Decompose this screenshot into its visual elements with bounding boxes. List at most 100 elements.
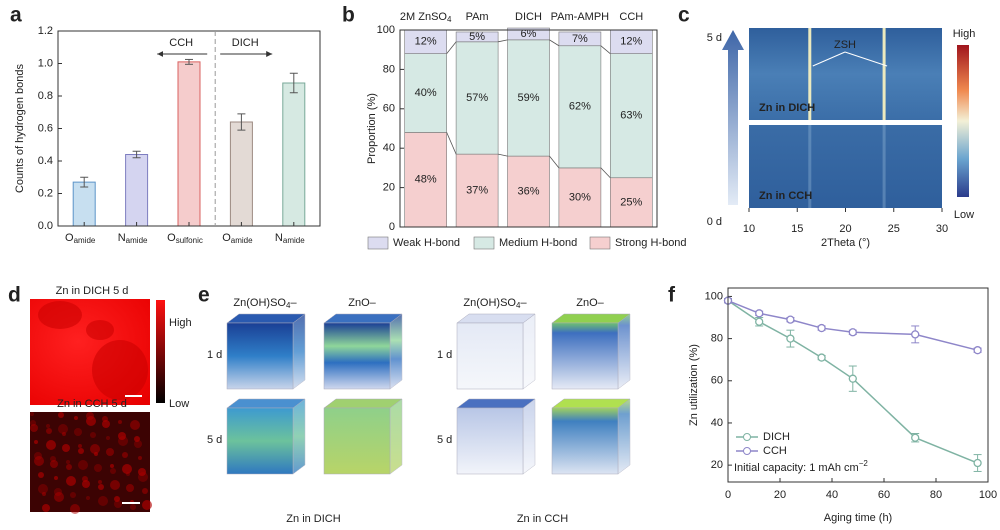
texture	[130, 420, 140, 430]
text-part: O	[65, 232, 74, 244]
column-label: Zn(OH)SO4–	[463, 297, 527, 310]
cube-top	[323, 313, 403, 324]
x-tick-label: 15	[791, 223, 803, 235]
cube-front	[551, 407, 619, 475]
texture	[138, 456, 142, 460]
text-part: Initial capacity: 1 mAh cm	[734, 462, 859, 474]
texture	[126, 484, 134, 492]
x-tick-label: 10	[743, 223, 755, 235]
text-part: 4	[447, 15, 452, 24]
texture	[66, 460, 70, 464]
y-tick-label: 80	[711, 333, 723, 345]
texture	[110, 480, 120, 490]
texture	[118, 432, 126, 440]
texture	[78, 444, 82, 448]
panel-letter: a	[10, 4, 22, 27]
heatmap-image	[749, 125, 942, 208]
column-label: Zn(OH)SO4–	[233, 297, 297, 310]
texture	[90, 444, 100, 454]
text-part: amide	[126, 236, 148, 245]
texture	[54, 492, 64, 502]
y-tick-label: 60	[711, 375, 723, 387]
y-tick-label: 40	[711, 417, 723, 429]
x-axis-label: 2Theta (°)	[821, 237, 870, 249]
x-category-label: PAm-AMPH	[551, 11, 610, 23]
peak-streak	[808, 28, 812, 120]
text-part: 2M ZnSO	[400, 11, 448, 23]
cube-side	[389, 313, 403, 390]
heatmap-image	[749, 28, 942, 120]
y-tick-label: 0.8	[38, 90, 53, 102]
x-axis-label: Aging time (h)	[824, 512, 892, 524]
x-tick-label: Osulfonic	[167, 232, 203, 245]
column-label: ZnO–	[576, 297, 604, 309]
connector-line	[549, 39, 560, 47]
cube-top	[551, 398, 631, 409]
texture	[90, 432, 96, 438]
marker	[973, 458, 982, 468]
texture	[98, 480, 102, 484]
connector-line	[498, 153, 508, 157]
texture	[138, 468, 146, 476]
value-label: 7%	[572, 33, 588, 45]
texture	[110, 464, 114, 468]
text-part: sulfonic	[176, 236, 203, 245]
texture	[122, 452, 128, 458]
value-label: 40%	[415, 87, 437, 99]
texture	[142, 488, 148, 494]
marker	[755, 317, 764, 326]
marker	[911, 330, 920, 339]
error-bar	[237, 113, 246, 131]
text-part: 4	[286, 301, 291, 310]
cube-top	[226, 313, 306, 324]
row-label: 1 d	[437, 349, 452, 361]
bar-segment	[558, 45, 602, 169]
plot-frame	[399, 29, 658, 228]
text-part: N	[118, 232, 126, 244]
text-part: amide	[231, 236, 253, 245]
text-part: O	[222, 232, 231, 244]
bar-segment	[609, 177, 653, 228]
legend-label: Strong H-bond	[615, 237, 687, 249]
annotation-pointer	[812, 51, 846, 67]
bar-segment	[404, 132, 448, 228]
legend-label: CCH	[763, 445, 787, 457]
marker	[973, 346, 982, 355]
texture	[74, 416, 78, 420]
texture	[94, 464, 102, 472]
y-axis-label: Proportion (%)	[366, 93, 378, 164]
texture	[118, 420, 122, 424]
colorbar-label: High	[953, 28, 976, 40]
texture	[70, 492, 76, 498]
texture	[130, 504, 136, 510]
texture	[42, 504, 50, 512]
marker	[786, 334, 795, 343]
texture	[46, 428, 52, 434]
x-tick-label: 40	[826, 489, 838, 501]
cube-top	[226, 398, 306, 409]
texture	[38, 472, 44, 478]
colorbar-label: Low	[954, 209, 974, 221]
bar	[177, 61, 201, 227]
bar-segment	[507, 39, 550, 157]
x-tick-label: Oamide	[222, 232, 253, 245]
cube-front	[226, 322, 294, 390]
legend-swatch	[473, 236, 495, 250]
y-tick-label: 0.2	[38, 187, 53, 199]
texture	[102, 416, 108, 422]
connector-line	[446, 132, 457, 155]
text-part: 4	[516, 301, 521, 310]
value-label: 5%	[469, 31, 485, 43]
error-bar	[132, 150, 141, 159]
texture	[74, 428, 82, 436]
cube-side	[292, 313, 306, 390]
colorbar-label: Low	[169, 398, 189, 410]
value-label: 12%	[415, 36, 437, 48]
cube-top	[456, 313, 536, 324]
texture	[66, 464, 72, 470]
y-tick-label: 0.0	[38, 220, 53, 232]
annotation: ZSH	[834, 39, 856, 51]
annotation: Initial capacity: 1 mAh cm−2	[734, 459, 868, 474]
connector-line	[600, 45, 611, 54]
